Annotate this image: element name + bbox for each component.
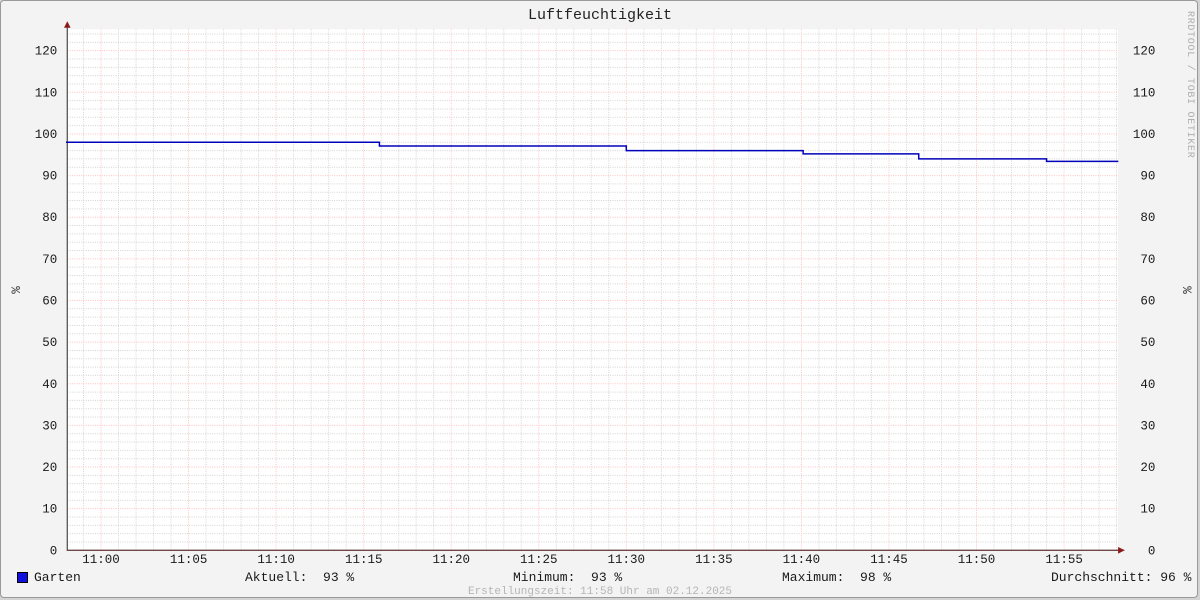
svg-text:30: 30 <box>42 419 57 433</box>
svg-text:110: 110 <box>35 86 58 100</box>
svg-text:11:20: 11:20 <box>432 553 470 567</box>
svg-text:0: 0 <box>1148 544 1156 558</box>
svg-text:0: 0 <box>50 544 58 558</box>
svg-text:90: 90 <box>1140 170 1155 184</box>
svg-text:70: 70 <box>42 253 57 267</box>
svg-text:120: 120 <box>35 45 58 59</box>
svg-text:60: 60 <box>42 295 57 309</box>
svg-text:80: 80 <box>1140 211 1155 225</box>
svg-text:100: 100 <box>1133 128 1156 142</box>
svg-text:50: 50 <box>1140 336 1155 350</box>
svg-text:120: 120 <box>1133 45 1156 59</box>
svg-text:10: 10 <box>1140 503 1155 517</box>
svg-text:20: 20 <box>1140 461 1155 475</box>
svg-text:11:00: 11:00 <box>82 553 120 567</box>
svg-text:50: 50 <box>42 336 57 350</box>
svg-text:90: 90 <box>42 170 57 184</box>
svg-text:100: 100 <box>35 128 58 142</box>
svg-text:60: 60 <box>1140 295 1155 309</box>
svg-text:11:15: 11:15 <box>345 553 383 567</box>
svg-text:80: 80 <box>42 211 57 225</box>
svg-text:11:10: 11:10 <box>257 553 295 567</box>
svg-text:11:50: 11:50 <box>958 553 996 567</box>
svg-text:11:35: 11:35 <box>695 553 733 567</box>
svg-text:110: 110 <box>1133 86 1156 100</box>
svg-text:11:25: 11:25 <box>520 553 558 567</box>
svg-text:30: 30 <box>1140 419 1155 433</box>
svg-text:11:05: 11:05 <box>170 553 208 567</box>
svg-text:10: 10 <box>42 503 57 517</box>
svg-text:40: 40 <box>42 378 57 392</box>
svg-text:70: 70 <box>1140 253 1155 267</box>
svg-text:%: % <box>8 286 22 294</box>
svg-text:11:40: 11:40 <box>783 553 821 567</box>
svg-text:40: 40 <box>1140 378 1155 392</box>
svg-text:11:30: 11:30 <box>608 553 646 567</box>
svg-text:11:45: 11:45 <box>870 553 908 567</box>
svg-text:20: 20 <box>42 461 57 475</box>
svg-text:11:55: 11:55 <box>1045 553 1083 567</box>
